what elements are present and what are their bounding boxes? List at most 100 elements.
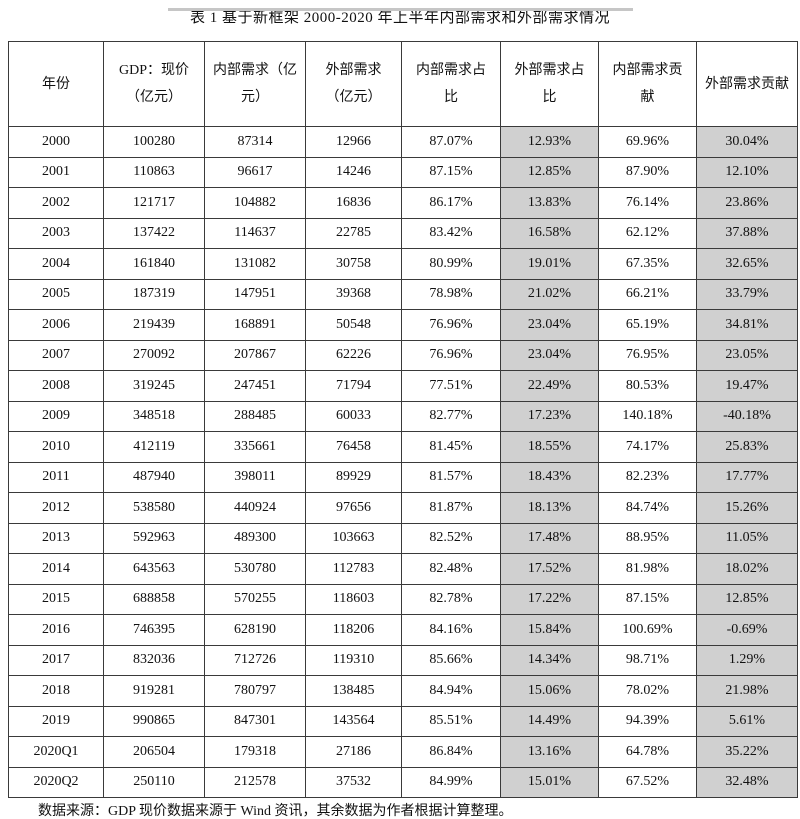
- value-cell: 86.17%: [401, 187, 501, 219]
- year-cell: 2020Q1: [8, 736, 104, 768]
- value-cell: 137422: [103, 217, 205, 249]
- value-cell: 18.02%: [696, 553, 798, 585]
- value-cell: 140.18%: [598, 400, 697, 432]
- value-cell: 530780: [204, 553, 306, 585]
- value-cell: 14246: [305, 156, 402, 188]
- value-cell: 13.16%: [500, 736, 599, 768]
- value-cell: 25.83%: [696, 431, 798, 463]
- value-cell: 76.96%: [401, 339, 501, 371]
- year-cell: 2006: [8, 309, 104, 341]
- value-cell: 82.48%: [401, 553, 501, 585]
- table-row: 2013 592963 489300 103663 82.52% 17.48% 88.95%…: [8, 522, 798, 554]
- value-cell: 85.66%: [401, 644, 501, 676]
- value-cell: 67.52%: [598, 766, 697, 798]
- value-cell: 168891: [204, 309, 306, 341]
- value-cell: 77.51%: [401, 370, 501, 402]
- value-cell: 847301: [204, 705, 306, 737]
- value-cell: 119310: [305, 644, 402, 676]
- value-cell: 98.71%: [598, 644, 697, 676]
- value-cell: 143564: [305, 705, 402, 737]
- table-row: 2009 348518 288485 60033 82.77% 17.23% 140.18%…: [8, 400, 798, 432]
- value-cell: 37532: [305, 766, 402, 798]
- table-row: 2017 832036 712726 119310 85.66% 14.34% 98.71%…: [8, 644, 798, 676]
- value-cell: 21.02%: [500, 278, 599, 310]
- value-cell: 84.99%: [401, 766, 501, 798]
- year-cell: 2001: [8, 156, 104, 188]
- value-cell: 919281: [103, 675, 205, 707]
- value-cell: 82.52%: [401, 522, 501, 554]
- table-row: 2007 270092 207867 62226 76.96% 23.04% 76.95% 2…: [8, 339, 798, 371]
- header-row: 年份 GDP：现价（亿元） 内部需求（亿元） 外部需求（亿元） 内部需求占比 外部需求占比…: [8, 41, 798, 127]
- value-cell: 33.79%: [696, 278, 798, 310]
- value-cell: 643563: [103, 553, 205, 585]
- value-cell: 17.23%: [500, 400, 599, 432]
- table-row: 2000 100280 87314 12966 87.07% 12.93% 69.96% 30…: [8, 126, 798, 158]
- value-cell: 21.98%: [696, 675, 798, 707]
- value-cell: 34.81%: [696, 309, 798, 341]
- value-cell: 990865: [103, 705, 205, 737]
- value-cell: 5.61%: [696, 705, 798, 737]
- value-cell: 76.95%: [598, 339, 697, 371]
- value-cell: 35.22%: [696, 736, 798, 768]
- value-cell: 14.49%: [500, 705, 599, 737]
- value-cell: 83.42%: [401, 217, 501, 249]
- value-cell: 118603: [305, 583, 402, 615]
- column-header-3: 外部需求（亿元）: [305, 41, 402, 127]
- table-row: 2008 319245 247451 71794 77.51% 22.49% 80.53% 1…: [8, 370, 798, 402]
- column-header-1: GDP：现价（亿元）: [103, 41, 205, 127]
- value-cell: 746395: [103, 614, 205, 646]
- year-cell: 2020Q2: [8, 766, 104, 798]
- value-cell: 64.78%: [598, 736, 697, 768]
- value-cell: 348518: [103, 400, 205, 432]
- table-row: 2004 161840 131082 30758 80.99% 19.01% 67.35% 3…: [8, 248, 798, 280]
- value-cell: 440924: [204, 492, 306, 524]
- value-cell: 88.95%: [598, 522, 697, 554]
- value-cell: 100.69%: [598, 614, 697, 646]
- value-cell: 17.48%: [500, 522, 599, 554]
- table-row: 2018 919281 780797 138485 84.94% 15.06% 78.02%…: [8, 675, 798, 707]
- value-cell: 112783: [305, 553, 402, 585]
- value-cell: 592963: [103, 522, 205, 554]
- value-cell: 78.02%: [598, 675, 697, 707]
- value-cell: 37.88%: [696, 217, 798, 249]
- year-cell: 2008: [8, 370, 104, 402]
- value-cell: 12.85%: [696, 583, 798, 615]
- table-row: 2014 643563 530780 112783 82.48% 17.52% 81.98%…: [8, 553, 798, 585]
- year-cell: 2019: [8, 705, 104, 737]
- table-row: 2002 121717 104882 16836 86.17% 13.83% 76.14% 2…: [8, 187, 798, 219]
- value-cell: 84.74%: [598, 492, 697, 524]
- value-cell: 12.93%: [500, 126, 599, 158]
- table-row: 2003 137422 114637 22785 83.42% 16.58% 62.12% 3…: [8, 217, 798, 249]
- value-cell: 288485: [204, 400, 306, 432]
- value-cell: 147951: [204, 278, 306, 310]
- value-cell: 82.23%: [598, 461, 697, 493]
- column-header-2: 内部需求（亿元）: [204, 41, 306, 127]
- value-cell: 219439: [103, 309, 205, 341]
- value-cell: 187319: [103, 278, 205, 310]
- value-cell: 87.15%: [401, 156, 501, 188]
- year-cell: 2010: [8, 431, 104, 463]
- table-row: 2015 688858 570255 118603 82.78% 17.22% 87.15%…: [8, 583, 798, 615]
- year-cell: 2000: [8, 126, 104, 158]
- value-cell: 80.53%: [598, 370, 697, 402]
- table-row: 2010 412119 335661 76458 81.45% 18.55% 74.17% 2…: [8, 431, 798, 463]
- value-cell: 81.87%: [401, 492, 501, 524]
- value-cell: 12966: [305, 126, 402, 158]
- value-cell: 17.52%: [500, 553, 599, 585]
- table-body: 2000 100280 87314 12966 87.07% 12.93% 69.96% 30…: [8, 126, 798, 798]
- value-cell: 97656: [305, 492, 402, 524]
- value-cell: 138485: [305, 675, 402, 707]
- year-cell: 2002: [8, 187, 104, 219]
- column-header-5: 外部需求占比: [500, 41, 599, 127]
- value-cell: 23.05%: [696, 339, 798, 371]
- value-cell: 82.78%: [401, 583, 501, 615]
- value-cell: 16.58%: [500, 217, 599, 249]
- value-cell: 570255: [204, 583, 306, 615]
- year-cell: 2017: [8, 644, 104, 676]
- value-cell: 23.86%: [696, 187, 798, 219]
- value-cell: 15.01%: [500, 766, 599, 798]
- value-cell: 81.98%: [598, 553, 697, 585]
- value-cell: 87.15%: [598, 583, 697, 615]
- value-cell: 1.29%: [696, 644, 798, 676]
- value-cell: 84.94%: [401, 675, 501, 707]
